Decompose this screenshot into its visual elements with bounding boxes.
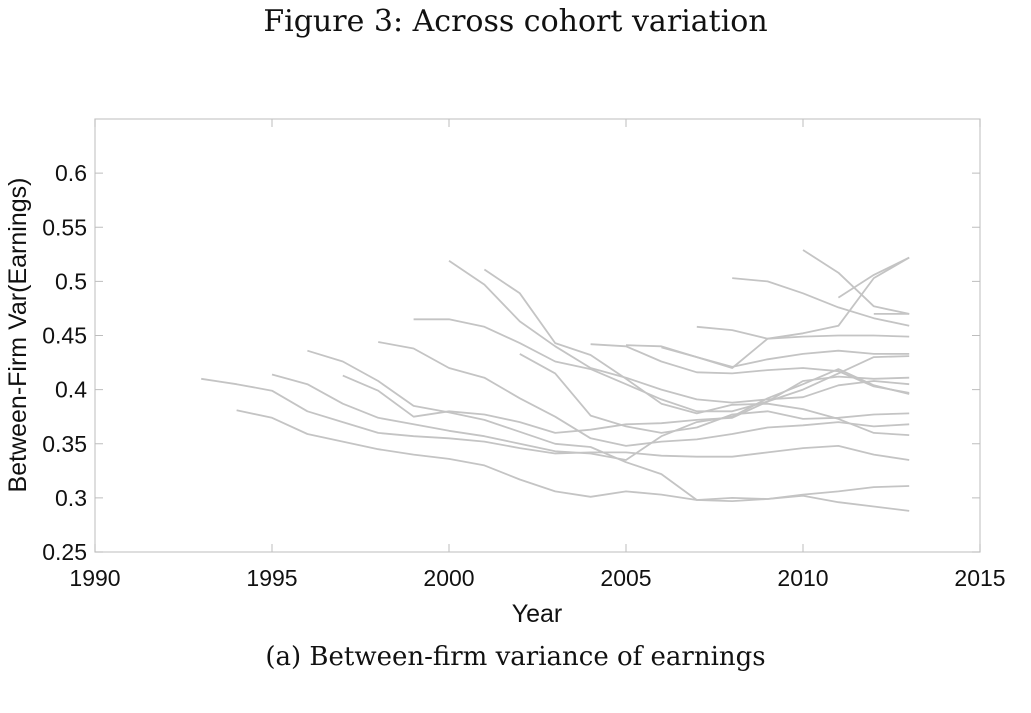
y-tick-label: 0.5: [55, 268, 87, 294]
y-tick-label: 0.6: [55, 160, 87, 186]
x-tick-label: 2010: [777, 565, 828, 591]
series-line-3: [271, 368, 910, 461]
x-axis-ticks: 1990 1995 2000 2005 2010 2015: [69, 119, 1006, 591]
y-axis-label: Between-Firm Var(Earnings): [4, 178, 32, 493]
x-tick-label: 2015: [954, 565, 1005, 591]
x-tick-label: 2005: [600, 565, 651, 591]
series-line-1: [201, 377, 910, 461]
series-line-11: [590, 343, 910, 394]
series-line-5: [342, 374, 910, 434]
series-line-14: [696, 256, 910, 340]
series-line-10: [519, 353, 910, 434]
series-line-17: [837, 256, 910, 299]
x-tick-label: 2000: [423, 565, 474, 591]
series-line-4: [307, 349, 910, 503]
x-tick-label: 1990: [69, 565, 120, 591]
series-lines: [201, 249, 910, 512]
series-line-6: [378, 341, 910, 447]
x-tick-label: 1995: [246, 565, 297, 591]
y-tick-label: 0.45: [42, 323, 87, 349]
y-tick-label: 0.55: [42, 214, 87, 240]
series-line-2: [236, 409, 910, 512]
y-tick-label: 0.4: [55, 377, 87, 403]
y-tick-label: 0.35: [42, 431, 87, 457]
x-axis-label: Year: [512, 600, 563, 628]
series-line-8: [448, 260, 910, 404]
series-line-15: [732, 277, 910, 327]
y-axis-ticks: 0.25 0.3 0.35 0.4 0.45 0.5 0.55 0.6: [42, 160, 980, 565]
series-line-13: [661, 346, 910, 368]
figure-title: Figure 3: Across cohort variation: [263, 4, 768, 39]
y-tick-label: 0.3: [55, 485, 87, 511]
series-line-16: [802, 249, 910, 315]
figure-caption: (a) Between-firm variance of earnings: [265, 642, 766, 672]
series-line-9: [483, 268, 910, 436]
series-line-7: [413, 318, 910, 413]
y-tick-label: 0.25: [42, 539, 87, 565]
